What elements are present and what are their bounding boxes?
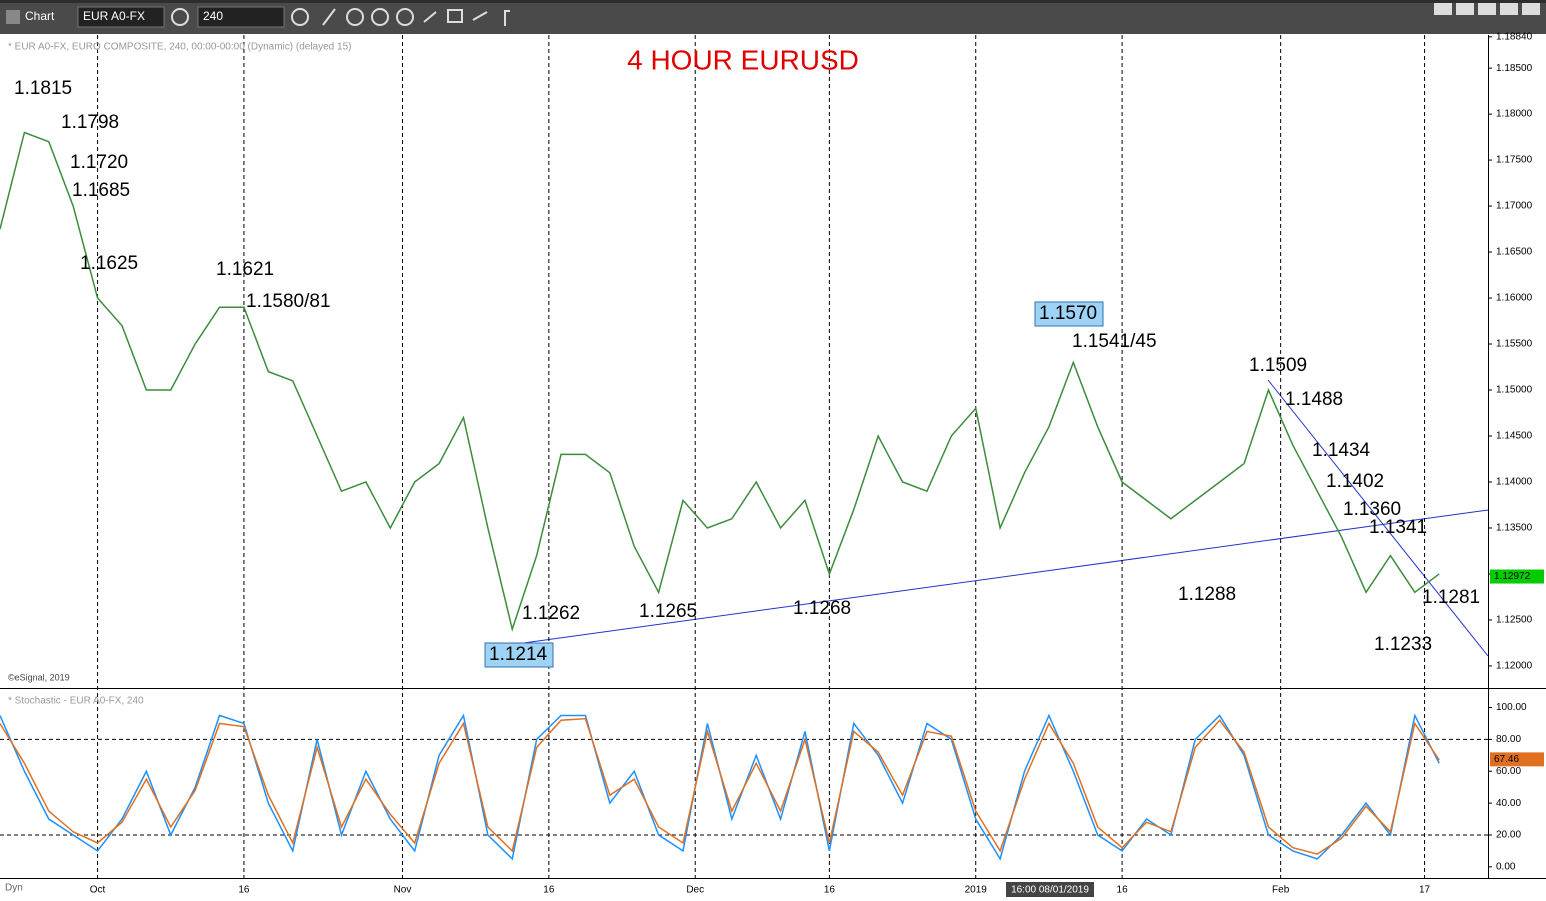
y-tick-label: 1.15000	[1496, 385, 1533, 396]
y-tick-label: 40.00	[1496, 798, 1521, 809]
y-tick-label: 1.12500	[1496, 615, 1533, 626]
y-tick-label: 1.18000	[1496, 109, 1533, 120]
y-tick-label: 1.16500	[1496, 247, 1533, 258]
x-tick-label: Nov	[394, 885, 412, 896]
price-annotation: 1.1685	[72, 180, 130, 201]
toolbar-edge	[0, 0, 1546, 3]
stochastic-legend: * Stochastic - EUR A0-FX, 240	[8, 696, 144, 707]
interval-box[interactable]	[197, 6, 285, 28]
last-value-label: 1.12972	[1494, 571, 1531, 582]
last-value-tag	[1490, 752, 1544, 767]
price-annotation: 1.1262	[522, 603, 580, 624]
price-annotation: 1.1288	[1178, 584, 1236, 605]
price-annotation: 1.1233	[1374, 634, 1432, 655]
y-tick-label: 1.17000	[1496, 201, 1533, 212]
comment-icon[interactable]	[447, 9, 463, 23]
last-value-tag	[1490, 569, 1544, 584]
price-annotation: 1.1570	[1039, 303, 1097, 324]
settings-icon[interactable]	[171, 8, 189, 26]
interval: 240	[203, 9, 223, 23]
stochastic-line	[0, 713, 1440, 861]
pen-icon[interactable]	[322, 8, 336, 26]
y-tick-label: 1.14000	[1496, 477, 1533, 488]
support-trendline	[508, 509, 1489, 646]
price-line	[0, 131, 1440, 632]
price-annotation: 1.1268	[793, 598, 851, 619]
close-button[interactable]	[1522, 3, 1540, 15]
price-annotation: 1.1621	[216, 259, 274, 280]
y-tick-label: 1.13500	[1496, 523, 1533, 534]
window-title: Chart	[25, 9, 55, 23]
symbol-box[interactable]	[77, 6, 165, 28]
x-tick-label: Dec	[686, 885, 704, 896]
help-button[interactable]	[1434, 3, 1452, 15]
clock-icon[interactable]	[291, 8, 309, 26]
twitter-icon[interactable]	[472, 11, 488, 21]
x-tick-label: 16	[1117, 885, 1129, 896]
y-tick-label: 1.15500	[1496, 339, 1533, 350]
symbol: EUR A0-FX	[83, 9, 145, 23]
annotation-box	[484, 642, 554, 668]
y-tick-label: 0.00	[1496, 861, 1516, 872]
price-annotation: 1.1541/45	[1072, 331, 1157, 352]
play-icon[interactable]	[371, 8, 389, 26]
alert-icon[interactable]	[396, 8, 414, 26]
x-tick-label: Feb	[1272, 885, 1290, 896]
price-annotation: 1.1488	[1285, 389, 1343, 410]
price-annotation: 1.1798	[61, 112, 119, 133]
link-icon[interactable]	[423, 11, 437, 23]
x-tick-label: 17	[1419, 885, 1431, 896]
facebook-icon[interactable]	[504, 10, 510, 26]
price-annotation: 1.1341	[1369, 517, 1427, 538]
x-tick-label: 16	[543, 885, 555, 896]
price-annotation: 1.1720	[70, 152, 128, 173]
chart-title: 4 HOUR EURUSD	[627, 44, 859, 75]
price-annotation: 1.1509	[1249, 355, 1307, 376]
y-tick-label: 80.00	[1496, 734, 1521, 745]
draw-icon[interactable]	[346, 8, 364, 26]
y-tick-label: 20.00	[1496, 830, 1521, 841]
window-buttons	[1434, 3, 1540, 15]
price-annotation: 1.1281	[1422, 587, 1480, 608]
resistance-trendline	[1267, 379, 1489, 657]
y-tick-label: 1.17500	[1496, 155, 1533, 166]
mode-label: Dyn	[5, 883, 23, 894]
x-tick-label: 2019	[965, 885, 988, 896]
minimize-button[interactable]	[1456, 3, 1474, 15]
price-annotation: 1.1214	[489, 644, 548, 665]
price-annotation: 1.1434	[1312, 440, 1371, 461]
price-annotation: 1.1265	[639, 601, 697, 622]
x-tick-label: Oct	[90, 885, 106, 896]
annotation-box	[1034, 301, 1104, 327]
y-tick-label: 60.00	[1496, 766, 1521, 777]
price-annotation: 1.1625	[80, 253, 138, 274]
price-annotation: 1.1402	[1326, 471, 1384, 492]
y-tick-label: 1.14500	[1496, 431, 1533, 442]
cursor-label: 16:00 08/01/2019	[1011, 885, 1089, 896]
tool-icons	[322, 8, 510, 26]
price-annotation: 1.1360	[1343, 499, 1401, 520]
restore-button[interactable]	[1478, 3, 1496, 15]
x-tick-label: 16	[824, 885, 836, 896]
price-annotation: 1.1580/81	[246, 291, 331, 312]
maximize-button[interactable]	[1500, 3, 1518, 15]
credit: ©eSignal, 2019	[8, 672, 70, 682]
price-legend: * EUR A0-FX, EURO COMPOSITE, 240, 00:00-…	[8, 42, 351, 53]
y-tick-label: 1.16000	[1496, 293, 1533, 304]
y-tick-label: 1.18840	[1496, 31, 1533, 42]
last-value-label: 67.46	[1494, 754, 1519, 765]
stochastic-line	[0, 717, 1440, 855]
chart-icon[interactable]	[6, 10, 20, 24]
y-tick-label: 100.00	[1496, 702, 1527, 713]
x-tick-label: 16	[238, 885, 250, 896]
y-tick-label: 1.12000	[1496, 661, 1533, 672]
cursor-tag	[1006, 882, 1094, 897]
y-tick-label: 1.18500	[1496, 63, 1533, 74]
price-annotation: 1.1815	[14, 78, 72, 99]
